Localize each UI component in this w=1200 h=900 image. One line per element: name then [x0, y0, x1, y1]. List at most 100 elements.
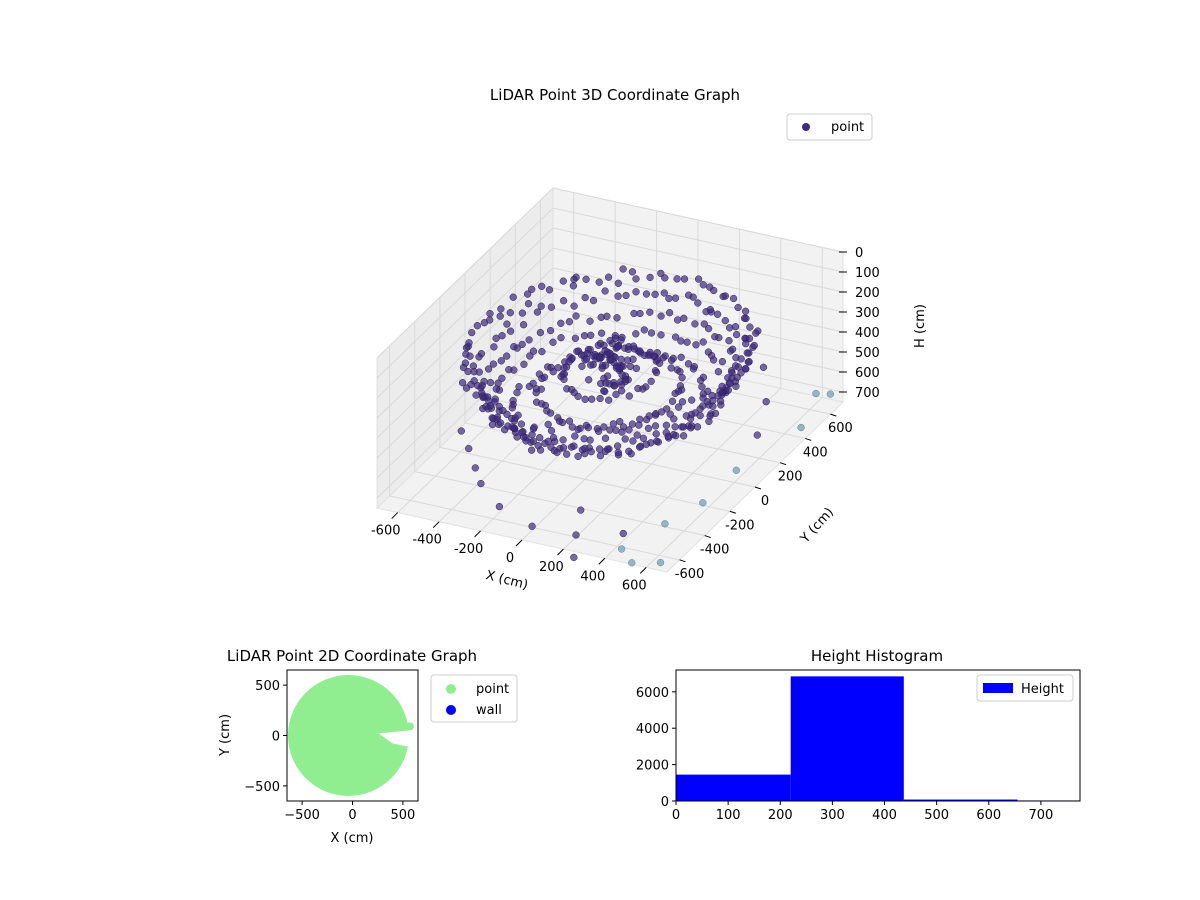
x-axis-label-3d: X (cm) [484, 568, 529, 593]
data-point-3d [725, 324, 734, 332]
grid-line-y [414, 321, 705, 537]
data-point-3d [826, 390, 835, 398]
data-point-3d [497, 305, 505, 313]
data-point-3d [651, 422, 660, 430]
data-point-3d [714, 368, 723, 376]
data-point-3d [559, 297, 568, 305]
data-point-3d [505, 366, 513, 374]
plot-2d-inner [288, 675, 418, 796]
data-point-3d [612, 390, 620, 399]
data-point-3d [614, 279, 622, 287]
data-point-3d [742, 365, 750, 373]
data-point-3d [519, 321, 528, 329]
data-point-3d [547, 427, 556, 435]
data-point-3d [684, 360, 693, 368]
grid-line-y [464, 273, 756, 488]
data-point-3d [743, 349, 751, 357]
data-point-3d [597, 313, 605, 321]
data-point-3d [495, 502, 504, 511]
data-point-3d [618, 428, 626, 436]
data-point-3d [678, 398, 687, 406]
x-tick-label-2d: 0 [348, 808, 356, 823]
x-tick-label-3d: 400 [580, 569, 605, 584]
data-point-3d [473, 322, 482, 330]
z-tick-label-3d: 300 [855, 306, 880, 321]
data-point-3d [529, 437, 538, 445]
gap-2d [378, 729, 418, 749]
data-point-3d [652, 430, 660, 438]
data-point-3d [694, 299, 702, 307]
data-point-3d [570, 442, 578, 450]
data-point-3d [580, 332, 589, 340]
data-point-3d [524, 300, 533, 308]
data-point-3d [729, 294, 738, 303]
data-point-3d [647, 377, 655, 385]
data-point-3d [668, 397, 677, 405]
data-point-3d [573, 347, 581, 356]
data-point-3d [472, 391, 480, 399]
data-point-3d [498, 332, 506, 340]
x-tick-3d [598, 557, 606, 565]
data-point-3d [696, 376, 705, 385]
y-tick-3d [704, 535, 711, 539]
data-point-3d [471, 464, 479, 472]
grid-line-x [645, 247, 823, 568]
data-point-3d [527, 446, 536, 454]
data-point-3d [609, 420, 618, 428]
x-tick-label-3d: -200 [454, 542, 484, 557]
data-point-3d [647, 329, 656, 337]
data-point-3d [563, 450, 571, 458]
x-tick-label-3d: 200 [539, 560, 564, 575]
data-point-3d [544, 363, 552, 371]
data-point-3d [580, 435, 588, 443]
data-point-3d [667, 364, 675, 372]
data-point-3d [706, 305, 714, 314]
data-point-3d [642, 290, 651, 298]
data-point-3d [665, 294, 673, 303]
data-point-3d [628, 559, 636, 567]
grid-line-x [397, 192, 575, 513]
data-point-3d [662, 421, 671, 429]
data-point-3d [710, 286, 718, 295]
data-point-3d [557, 319, 565, 327]
histogram-bar [790, 676, 904, 801]
data-point-3d [477, 479, 485, 488]
data-point-3d [612, 364, 621, 372]
data-point-3d [639, 434, 648, 442]
legend-histogram: Height [976, 674, 1074, 702]
data-point-3d [603, 372, 612, 380]
data-point-3d [623, 356, 632, 364]
data-point-3d [604, 273, 613, 281]
data-point-3d [572, 312, 580, 320]
data-point-3d [613, 442, 622, 450]
data-point-3d [555, 417, 564, 425]
plot-area-2d: −500 0 500 500 0 −500 [244, 669, 419, 823]
data-point-3d [709, 356, 718, 364]
data-point-3d [732, 330, 741, 339]
x-tick-label-histogram: 500 [924, 808, 949, 823]
data-point-3d [506, 327, 515, 335]
y-tick-label-histogram: 6000 [636, 686, 669, 701]
data-point-3d [671, 333, 680, 341]
data-point-3d [699, 402, 707, 410]
data-point-3d [657, 331, 665, 339]
point-cloud-2d [288, 675, 409, 796]
data-point-3d [457, 427, 465, 435]
data-point-3d [699, 281, 707, 289]
y-tick-3d [779, 462, 787, 466]
data-point-3d [528, 522, 536, 530]
data-point-3d [680, 314, 688, 322]
data-point-3d [625, 392, 633, 400]
y-tick-label-3d: -400 [700, 543, 730, 558]
data-point-3d [596, 339, 605, 348]
data-point-3d [480, 319, 489, 327]
data-point-3d [619, 265, 627, 273]
data-point-3d [731, 323, 740, 331]
grid-line-z [376, 207, 844, 379]
grid-line-z [376, 187, 844, 359]
x-axis-label-2d: X (cm) [331, 831, 374, 846]
data-point-3d [582, 355, 591, 363]
data-point-3d [673, 316, 682, 324]
data-point-3d [493, 413, 502, 421]
